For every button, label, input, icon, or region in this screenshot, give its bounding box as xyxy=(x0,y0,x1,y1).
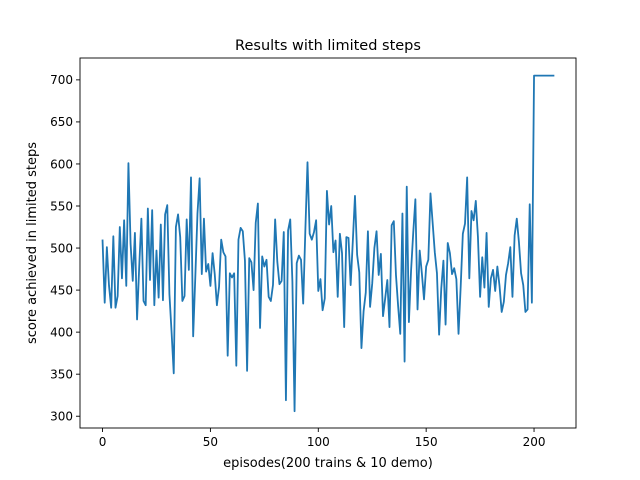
y-axis-label: score achieved in limited steps xyxy=(25,142,40,344)
y-tick-label: 300 xyxy=(50,410,73,424)
y-axis-ticks: 300 350 400 450 500 550 600 650 700 xyxy=(50,73,80,424)
y-tick-label: 500 xyxy=(50,241,73,255)
series-line xyxy=(101,74,555,413)
series-layer xyxy=(101,74,555,413)
plot-frame xyxy=(79,57,577,429)
x-tick-label: 0 xyxy=(99,435,107,449)
x-tick-label: 100 xyxy=(307,435,330,449)
y-tick-label: 600 xyxy=(50,157,73,171)
x-tick-label: 200 xyxy=(523,435,546,449)
x-tick-label: 50 xyxy=(203,435,218,449)
x-tick-label: 150 xyxy=(415,435,438,449)
y-tick-label: 450 xyxy=(50,283,73,297)
y-tick-label: 650 xyxy=(50,115,73,129)
x-axis-ticks: 0 50 100 150 200 xyxy=(99,428,546,449)
y-tick-label: 350 xyxy=(50,367,73,381)
x-axis-label: episodes(200 trains & 10 demo) xyxy=(223,456,433,471)
y-tick-label: 400 xyxy=(50,325,73,339)
chart-title: Results with limited steps xyxy=(235,38,421,54)
y-tick-label: 700 xyxy=(50,73,73,87)
y-tick-label: 550 xyxy=(50,199,73,213)
